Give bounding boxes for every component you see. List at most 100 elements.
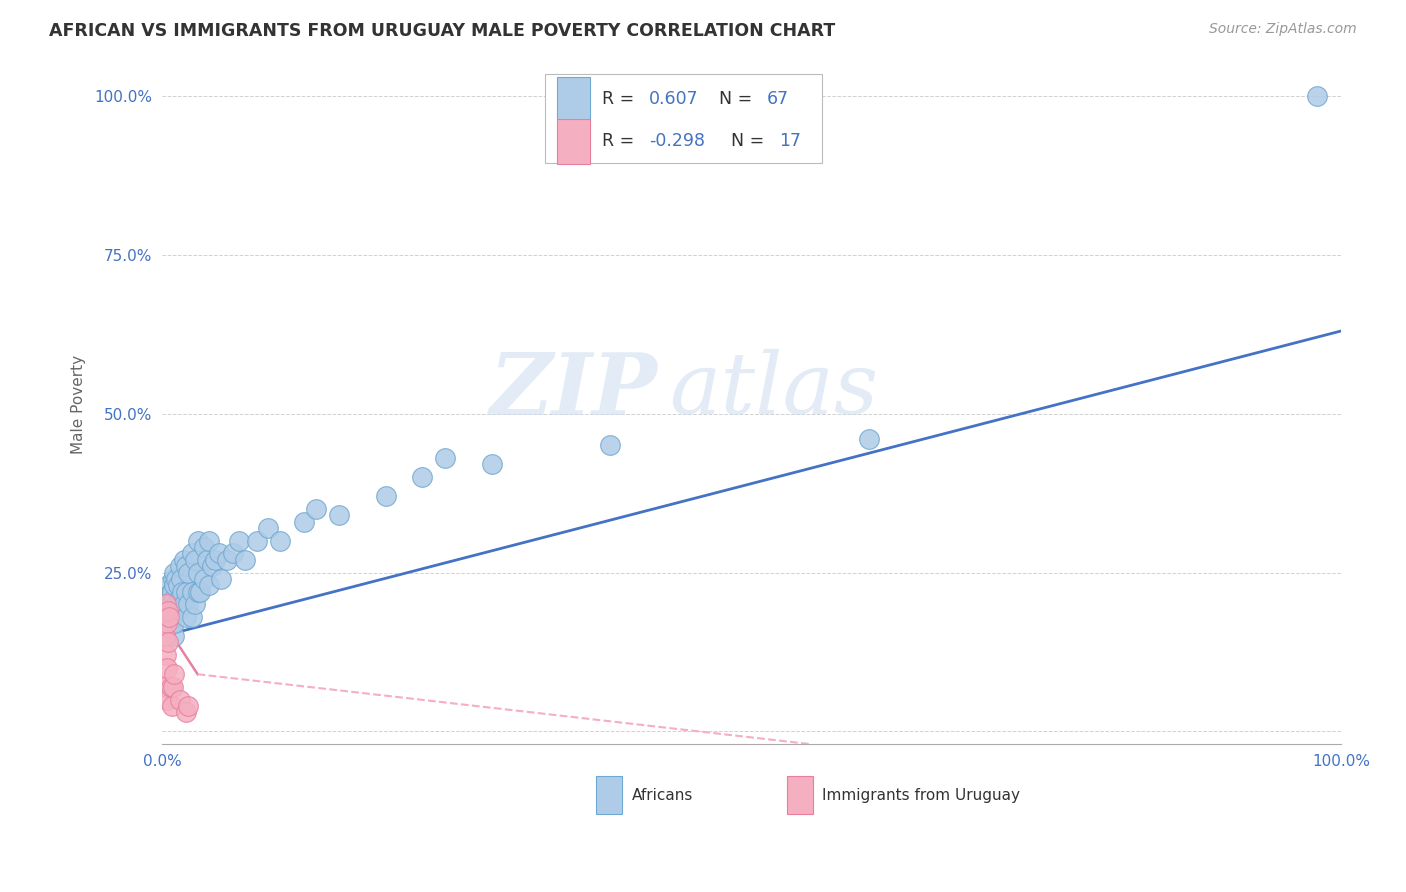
Point: [434, 451, 457, 466]
Point: [198, 533, 221, 548]
Point: [163, 629, 186, 643]
Point: [163, 616, 186, 631]
Text: R =: R =: [602, 90, 640, 108]
Point: [257, 521, 280, 535]
Text: ZIP: ZIP: [489, 349, 658, 433]
Point: [159, 616, 181, 631]
Point: [328, 508, 350, 523]
FancyBboxPatch shape: [787, 776, 813, 814]
Text: atlas: atlas: [669, 349, 879, 432]
Point: [193, 540, 215, 554]
Point: [153, 680, 176, 694]
Text: Immigrants from Uruguay: Immigrants from Uruguay: [823, 788, 1021, 803]
Text: AFRICAN VS IMMIGRANTS FROM URUGUAY MALE POVERTY CORRELATION CHART: AFRICAN VS IMMIGRANTS FROM URUGUAY MALE …: [49, 22, 835, 40]
Point: [195, 553, 218, 567]
Point: [375, 489, 398, 503]
Point: [177, 699, 200, 714]
Point: [163, 591, 186, 605]
Point: [163, 578, 186, 592]
Point: [174, 706, 197, 720]
Point: [174, 559, 197, 574]
Y-axis label: Male Poverty: Male Poverty: [72, 354, 86, 454]
Point: [245, 533, 267, 548]
Point: [162, 604, 184, 618]
Point: [157, 578, 180, 592]
Point: [165, 597, 187, 611]
Text: Africans: Africans: [631, 788, 693, 803]
Point: [173, 597, 195, 611]
Point: [159, 680, 181, 694]
Text: 67: 67: [766, 90, 789, 108]
Point: [160, 610, 183, 624]
Point: [193, 572, 215, 586]
Text: 17: 17: [779, 132, 800, 151]
Point: [222, 546, 245, 560]
Text: -0.298: -0.298: [650, 132, 704, 151]
Point: [411, 470, 433, 484]
Text: 0.607: 0.607: [650, 90, 699, 108]
Point: [198, 578, 221, 592]
Point: [160, 699, 183, 714]
Point: [233, 553, 256, 567]
Point: [169, 692, 191, 706]
Point: [174, 584, 197, 599]
Point: [187, 533, 209, 548]
Point: [169, 591, 191, 605]
Point: [155, 648, 177, 662]
Point: [153, 629, 176, 643]
Point: [180, 546, 202, 560]
Point: [170, 572, 193, 586]
Point: [1306, 88, 1329, 103]
Point: [156, 661, 179, 675]
Point: [209, 572, 232, 586]
Point: [163, 566, 186, 580]
Point: [188, 584, 211, 599]
Point: [174, 610, 197, 624]
Point: [172, 584, 194, 599]
Point: [173, 553, 195, 567]
Point: [156, 616, 179, 631]
Point: [157, 610, 180, 624]
Point: [159, 584, 181, 599]
Point: [157, 604, 180, 618]
FancyBboxPatch shape: [546, 74, 823, 162]
Point: [155, 597, 177, 611]
FancyBboxPatch shape: [596, 776, 621, 814]
Point: [165, 572, 187, 586]
Point: [481, 458, 503, 472]
Point: [187, 584, 209, 599]
Point: [208, 546, 231, 560]
Point: [599, 438, 621, 452]
Point: [177, 566, 200, 580]
Point: [187, 566, 209, 580]
Point: [269, 533, 291, 548]
Point: [177, 597, 200, 611]
Point: [162, 680, 184, 694]
Point: [159, 597, 181, 611]
FancyBboxPatch shape: [557, 77, 591, 121]
Text: Source: ZipAtlas.com: Source: ZipAtlas.com: [1209, 22, 1357, 37]
Point: [204, 553, 226, 567]
Point: [858, 432, 880, 446]
Point: [217, 553, 239, 567]
Point: [162, 572, 184, 586]
Text: N =: N =: [720, 132, 769, 151]
Point: [180, 610, 202, 624]
Point: [156, 692, 179, 706]
Text: R =: R =: [602, 132, 640, 151]
Point: [292, 515, 315, 529]
Point: [163, 667, 186, 681]
Point: [184, 597, 207, 611]
Point: [184, 553, 207, 567]
Point: [166, 604, 188, 618]
FancyBboxPatch shape: [557, 120, 591, 163]
Point: [304, 502, 326, 516]
Point: [180, 584, 202, 599]
Point: [157, 591, 180, 605]
Point: [228, 533, 250, 548]
Point: [201, 559, 224, 574]
Point: [169, 559, 191, 574]
Point: [163, 604, 186, 618]
Point: [160, 584, 183, 599]
Point: [170, 597, 193, 611]
